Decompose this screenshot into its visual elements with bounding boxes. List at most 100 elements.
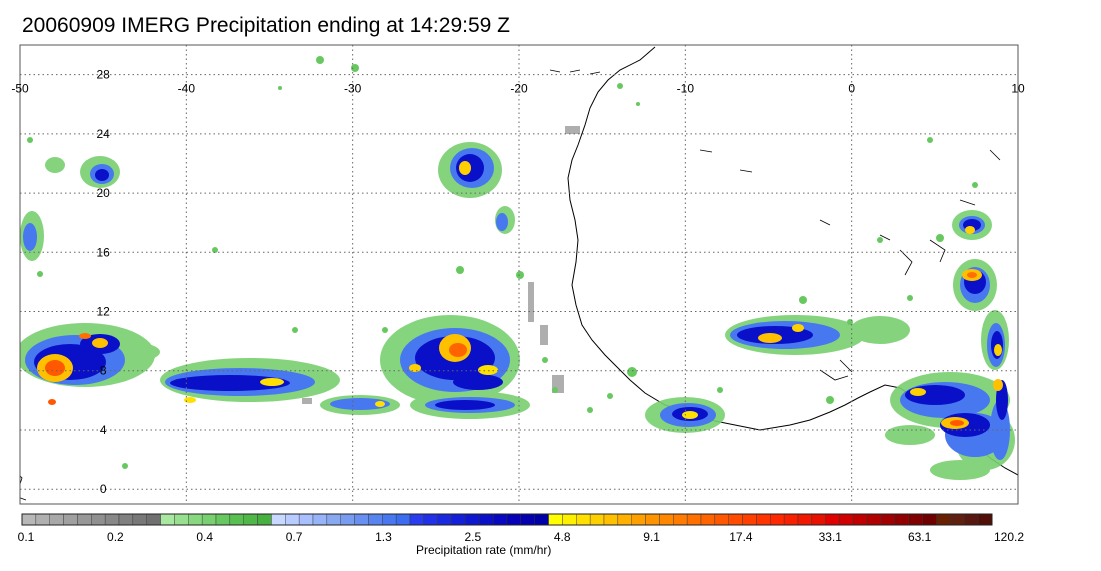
lon-tick-label: 10 <box>1011 82 1025 96</box>
colorbar-swatch <box>395 513 411 526</box>
colorbar-swatch <box>229 513 244 526</box>
colorbar-swatch <box>950 513 965 526</box>
colorbar <box>21 513 993 526</box>
lat-tick-label: 16 <box>96 245 110 259</box>
colorbar-swatch <box>686 513 702 526</box>
colorbar-label: 17.4 <box>729 530 753 544</box>
colorbar-swatch <box>797 513 813 526</box>
colorbar-label: 0.1 <box>17 530 35 544</box>
colorbar-swatch <box>756 513 771 526</box>
colorbar-swatch <box>714 513 729 526</box>
colorbar-outline <box>21 513 993 526</box>
colorbar-swatch <box>354 513 369 526</box>
colorbar-swatch <box>977 513 993 526</box>
colorbar-swatch <box>63 513 78 526</box>
colorbar-swatch <box>589 513 605 526</box>
colorbar-label: 63.1 <box>907 530 932 544</box>
colorbar-swatch <box>506 513 522 526</box>
colorbar-swatch <box>645 513 660 526</box>
lat-tick-label: 20 <box>96 186 110 200</box>
colorbar-swatch <box>132 513 147 526</box>
colorbar-swatch <box>936 513 951 526</box>
colorbar-title: Precipitation rate (mm/hr) <box>416 543 552 557</box>
colorbar-swatch <box>368 513 383 526</box>
colorbar-swatch <box>534 513 549 526</box>
precipitation-field <box>20 46 1018 501</box>
lon-tick-label: -20 <box>510 82 528 96</box>
lon-tick-label: -50 <box>11 82 29 96</box>
colorbar-swatch <box>631 513 646 526</box>
colorbar-swatch <box>867 513 882 526</box>
colorbar-swatch <box>770 513 785 526</box>
rain-intense <box>37 161 1003 429</box>
colorbar-swatch <box>188 513 203 526</box>
rain-specks <box>27 56 978 469</box>
colorbar-swatch <box>271 513 286 526</box>
colorbar-swatch <box>215 513 231 526</box>
colorbar-swatch <box>49 513 64 526</box>
colorbar-swatch <box>437 513 452 526</box>
colorbar-swatch <box>562 513 577 526</box>
lat-tick-label: 4 <box>100 423 107 437</box>
colorbar-swatch <box>423 513 438 526</box>
colorbar-swatch <box>728 513 743 526</box>
colorbar-swatch <box>298 513 314 526</box>
colorbar-swatch <box>118 513 134 526</box>
lat-tick-label: 12 <box>96 305 110 319</box>
lat-tick-label: 8 <box>100 364 107 378</box>
colorbar-swatch <box>409 513 425 526</box>
colorbar-label: 0.2 <box>107 530 124 544</box>
colorbar-swatch <box>201 513 217 526</box>
colorbar-swatch <box>520 513 535 526</box>
colorbar-swatch <box>326 513 341 526</box>
colorbar-swatch <box>243 513 258 526</box>
colorbar-swatch <box>104 513 120 526</box>
colorbar-swatch <box>825 513 840 526</box>
colorbar-swatch <box>839 513 854 526</box>
lon-tick-label: 0 <box>848 82 855 96</box>
colorbar-swatch <box>742 513 757 526</box>
colorbar-swatch <box>382 513 397 526</box>
colorbar-label: 9.1 <box>643 530 660 544</box>
colorbar-swatch <box>700 513 716 526</box>
lon-tick-label: -40 <box>178 82 196 96</box>
colorbar-swatch <box>659 513 674 526</box>
rain-heavy <box>34 154 1008 437</box>
colorbar-label: 2.5 <box>464 530 482 544</box>
colorbar-label: 1.3 <box>375 530 392 544</box>
colorbar-swatch <box>21 513 37 526</box>
colorbar-label: 33.1 <box>818 530 842 544</box>
colorbar-label: 0.7 <box>285 530 303 544</box>
colorbar-swatch <box>576 513 591 526</box>
colorbar-swatch <box>908 513 923 526</box>
map-grid <box>19 45 1019 504</box>
colorbar-swatch <box>548 513 563 526</box>
colorbar-swatch <box>894 513 910 526</box>
colorbar-label: 4.8 <box>553 530 571 544</box>
map-frame <box>19 44 1019 505</box>
lon-tick-labels: -50 -40 -30 -20 -10 0 10 <box>11 82 1025 96</box>
lat-tick-labels: 28 24 20 16 12 8 4 0 <box>96 68 110 497</box>
colorbar-label: 120.2 <box>993 530 1025 544</box>
lon-tick-label: -30 <box>344 82 362 96</box>
colorbar-swatch <box>35 513 50 526</box>
colorbar-swatch <box>285 513 300 526</box>
lat-tick-label: 24 <box>96 127 110 141</box>
colorbar-swatch <box>673 513 688 526</box>
colorbar-swatch <box>853 513 868 526</box>
map-title: 20060909 IMERG Precipitation ending at 1… <box>22 14 510 37</box>
colorbar-label: 0.4 <box>196 530 214 544</box>
colorbar-swatch <box>811 513 826 526</box>
lat-tick-label: 28 <box>96 68 110 82</box>
colorbar-swatch <box>174 513 189 526</box>
lon-tick-label: -10 <box>677 82 695 96</box>
colorbar-swatch <box>603 513 619 526</box>
colorbar-swatch <box>479 513 494 526</box>
colorbar-swatch <box>922 513 937 526</box>
colorbar-swatch <box>880 513 896 526</box>
colorbar-swatch <box>77 513 92 526</box>
colorbar-swatch <box>257 513 272 526</box>
colorbar-swatch <box>783 513 799 526</box>
colorbar-swatch <box>91 513 106 526</box>
